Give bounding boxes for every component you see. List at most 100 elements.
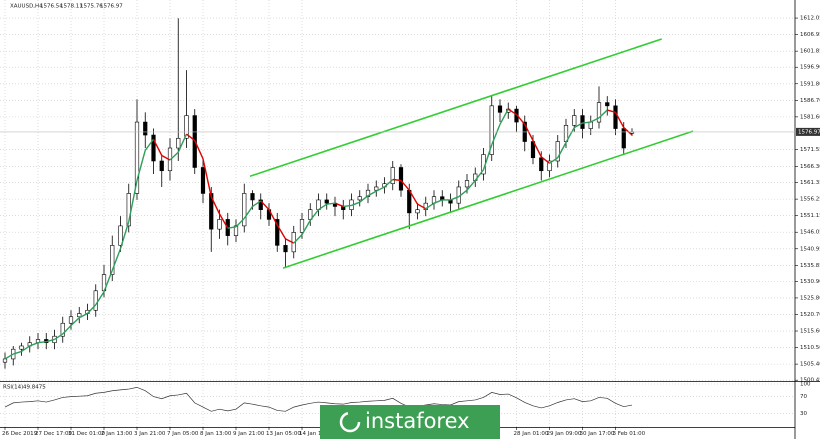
y-tick-label: 1561.35: [800, 180, 820, 186]
candle-body: [423, 202, 428, 210]
last-open: 1576.54: [40, 4, 63, 10]
candle-body: [143, 121, 148, 136]
channel-line: [282, 130, 694, 269]
moving-average: [334, 202, 344, 208]
candle-body: [398, 167, 404, 191]
candle-body: [357, 196, 362, 201]
x-tick-label: 31 Dec 01:00: [68, 431, 105, 437]
moving-average: [194, 140, 204, 160]
moving-average: [152, 138, 163, 156]
x-tick-label: 7 Jan 05:00: [167, 431, 199, 437]
candle-body: [77, 313, 82, 318]
candle-body: [621, 128, 626, 149]
moving-average: [78, 312, 88, 319]
y-tick-label: 1606.95: [800, 32, 820, 38]
y-tick-label: 1556.25: [800, 197, 820, 203]
candle-body: [580, 115, 585, 129]
rsi-tick-label: 100: [800, 382, 811, 388]
y-tick-label: 1520.70: [800, 312, 820, 318]
y-tick-label: 1601.85: [800, 49, 820, 55]
candle-body: [596, 102, 602, 123]
moving-average: [169, 151, 179, 161]
watermark-box: [320, 405, 500, 439]
candle-body: [134, 121, 140, 194]
header: XAUUSD,H4 1576.54 1578.11 1575.76 1576.9…: [10, 4, 123, 10]
watermark-logo: [339, 411, 361, 433]
moving-average: [375, 186, 385, 192]
moving-average: [408, 189, 419, 205]
last-low: 1575.76: [80, 4, 103, 10]
moving-average: [524, 124, 534, 141]
candle-body: [547, 160, 552, 172]
moving-average: [425, 202, 435, 210]
candle-body: [110, 245, 115, 275]
moving-average: [400, 180, 410, 191]
moving-average: [128, 180, 138, 222]
moving-average: [243, 206, 254, 219]
y-tick-label: 1586.70: [800, 98, 820, 104]
moving-average: [499, 108, 509, 125]
moving-average: [573, 122, 583, 129]
y-tick-label: 1571.55: [800, 147, 820, 153]
y-tick-label: 1505.40: [800, 362, 820, 368]
moving-average: [614, 111, 625, 128]
candle-body: [118, 225, 123, 246]
candle-body: [605, 102, 610, 107]
candle-body: [497, 105, 503, 113]
moving-average: [482, 144, 493, 170]
y-tick-label: 1540.95: [800, 246, 820, 252]
candle-body: [390, 167, 395, 185]
rsi-title: RSI(14): [3, 385, 23, 391]
moving-average: [21, 345, 31, 353]
moving-average: [343, 204, 352, 208]
moving-average: [285, 238, 295, 244]
symbol: XAUUSD,H4: [10, 4, 43, 10]
candle-body: [19, 345, 24, 350]
y-tick-label: 1612.05: [800, 16, 820, 22]
x-tick-label: 13 Jan 05:00: [266, 431, 301, 437]
moving-average: [515, 114, 526, 125]
moving-average: [235, 217, 245, 228]
candle-body: [2, 358, 8, 363]
marks: [2, 18, 694, 369]
moving-average: [268, 209, 278, 226]
candle-body: [489, 105, 494, 155]
moving-average: [301, 220, 311, 236]
price-tag: [796, 127, 820, 136]
moving-average: [62, 325, 72, 335]
candle-body: [60, 322, 65, 337]
moving-average: [161, 154, 171, 161]
candle-body: [572, 115, 577, 126]
moving-average: [144, 138, 155, 151]
x-tick-label: 3 Feb 01:00: [613, 431, 646, 437]
moving-average: [186, 133, 196, 142]
moving-average: [607, 109, 616, 114]
moving-average: [565, 127, 575, 143]
moving-average: [326, 202, 336, 205]
moving-average: [417, 203, 427, 210]
x-tick-label: 9 Jan 21:00: [233, 431, 265, 437]
channel-line: [249, 38, 662, 178]
moving-average: [136, 150, 146, 181]
x-tick-label: 8 Jan 13:00: [200, 431, 232, 437]
price-tag-label: 1576.97: [798, 129, 820, 135]
moving-average: [507, 108, 517, 116]
candle-body: [299, 219, 305, 233]
x-tick-label: 3 Jan 21:00: [134, 431, 166, 437]
moving-average: [623, 127, 633, 136]
moving-average: [46, 338, 55, 343]
moving-average: [86, 304, 97, 314]
watermark-text: instaforex: [365, 409, 470, 433]
candle-body: [200, 167, 206, 194]
x-tick-label: 29 Jan 09:00: [547, 431, 582, 437]
candle-body: [539, 157, 544, 172]
x-tick-label: 14 Jan 13:00: [299, 431, 334, 437]
moving-average: [540, 156, 550, 164]
candle-body: [217, 219, 222, 230]
x-tick-label: 28 Jan 01:00: [514, 431, 549, 437]
moving-average: [177, 133, 188, 153]
moving-average: [54, 333, 64, 341]
candle-body: [588, 121, 593, 129]
y-tick-label: 1530.90: [800, 279, 820, 285]
moving-average: [557, 142, 567, 159]
